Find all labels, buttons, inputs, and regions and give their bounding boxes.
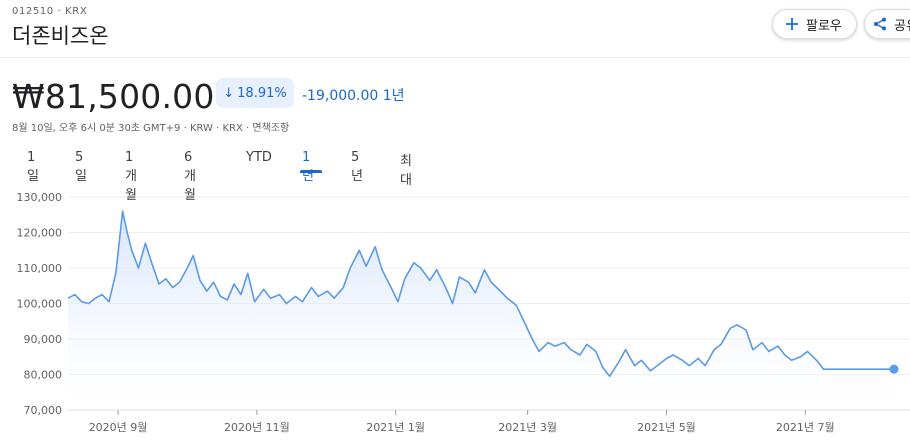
x-tick-label: 2020년 11월 [224, 421, 290, 434]
change-percent: 18.91% [237, 85, 287, 101]
x-tick-label: 2021년 3월 [498, 421, 557, 434]
active-tab-indicator [300, 170, 322, 173]
current-price: ₩81,500.00 [12, 77, 215, 116]
down-arrow-icon: ↓ [223, 85, 235, 101]
last-price-dot [889, 364, 899, 374]
tab-5d[interactable]: 5일 [75, 150, 87, 184]
plus-icon [785, 17, 799, 31]
x-tick-label: 2021년 7월 [776, 421, 835, 434]
x-tick-label: 2021년 1월 [366, 421, 425, 434]
header-divider [0, 57, 910, 58]
tab-6m[interactable]: 6개월 [184, 150, 196, 203]
quote-meta: 8월 10일, 오후 6시 0분 30초 GMT+9 · KRW · KRX ·… [12, 123, 290, 134]
tab-1d[interactable]: 1일 [27, 150, 39, 184]
company-name: 더존비즈온 [12, 24, 109, 48]
price-chart[interactable]: 70,000 80,000 90,000 100,000 110,000 120,000 1… [0, 184, 910, 443]
y-tick-label: 120,000 [17, 227, 63, 240]
ticker-line: 012510 · KRX [12, 6, 88, 17]
tab-1y[interactable]: 1년 [302, 150, 314, 184]
follow-button-label: 팔로우 [806, 18, 842, 34]
tab-max[interactable]: 최대 [400, 154, 412, 188]
change-absolute: -19,000.00 1년 [302, 88, 405, 104]
y-tick-label: 80,000 [24, 369, 63, 382]
x-axis-labels: 2020년 9월 2020년 11월 2021년 1월 2021년 3월 2021년 5… [89, 410, 835, 434]
price-line [67, 210, 894, 378]
y-tick-label: 70,000 [24, 404, 63, 417]
change-percent-badge: ↓ 18.91% [216, 78, 294, 108]
tab-1m[interactable]: 1개월 [125, 150, 137, 203]
tab-5y[interactable]: 5년 [351, 150, 363, 184]
x-tick-label: 2021년 5월 [637, 421, 696, 434]
share-icon [873, 17, 887, 31]
y-tick-label: 110,000 [17, 262, 63, 275]
follow-button[interactable]: 팔로우 [772, 9, 857, 39]
y-tick-label: 90,000 [24, 333, 63, 346]
share-button[interactable]: 공유 [864, 9, 910, 39]
y-tick-label: 100,000 [17, 298, 63, 311]
price-area-fill [68, 211, 894, 410]
share-button-label: 공유 [894, 18, 910, 34]
y-tick-label: 130,000 [17, 191, 63, 204]
y-axis-labels: 70,000 80,000 90,000 100,000 110,000 120,000 1… [17, 191, 63, 417]
x-tick-label: 2020년 9월 [89, 421, 148, 434]
tab-ytd[interactable]: YTD [246, 150, 272, 165]
